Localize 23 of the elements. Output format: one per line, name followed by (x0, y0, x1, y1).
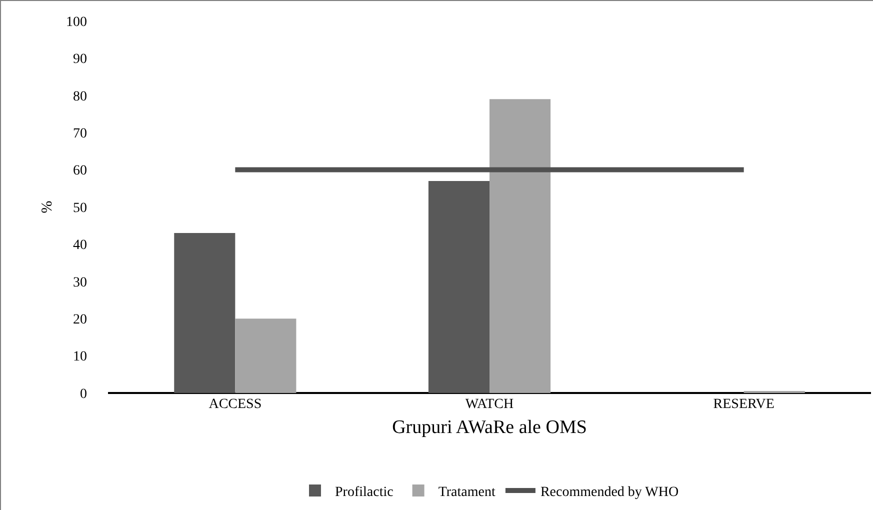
y-tick-label: 20 (73, 312, 87, 328)
y-tick-label: 10 (73, 350, 87, 365)
legend-label: Tratament (438, 484, 496, 500)
y-axis-title: % (39, 200, 56, 214)
y-tick-label: 60 (73, 164, 87, 179)
legend-label: Profilactic (335, 484, 394, 500)
x-tick-label: WATCH (465, 397, 514, 412)
bar (174, 233, 236, 393)
y-tick-label: 30 (73, 275, 87, 290)
bar (490, 99, 551, 393)
y-tick-label: 0 (80, 386, 87, 402)
bar (428, 180, 490, 393)
y-tick-label: 70 (73, 126, 87, 142)
bar (235, 318, 296, 393)
y-tick-label: 80 (73, 89, 87, 104)
x-tick-label: RESERVE (713, 397, 774, 412)
y-tick-label: 90 (73, 52, 87, 68)
y-tick-label: 50 (73, 200, 87, 216)
x-axis-title: Grupuri AWaRe ale OMS (392, 416, 587, 438)
y-tick-label: 40 (73, 238, 87, 254)
y-tick-label: 100 (66, 14, 87, 30)
legend-label: Recommended by WHO (540, 484, 679, 500)
x-tick-label: ACCESS (208, 397, 262, 412)
